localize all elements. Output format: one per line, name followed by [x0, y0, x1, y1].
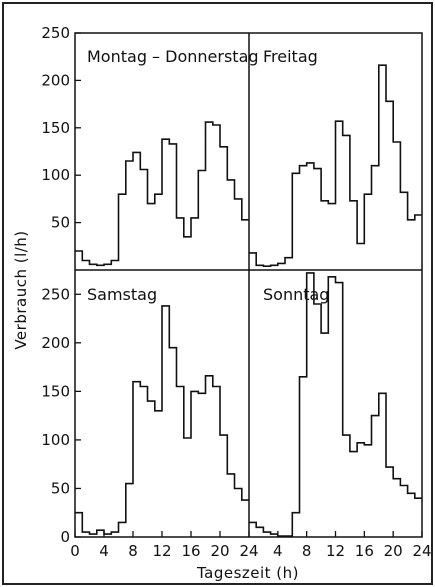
x-tick-label-left: 4 — [99, 542, 109, 560]
y-axis-title: Verbrauch (l/h) — [12, 230, 30, 349]
panel-montag-donnerstag — [75, 121, 249, 267]
y-tick-label-bottom: 100 — [41, 431, 70, 449]
y-tick-label-top: 50 — [51, 214, 70, 232]
panel-freitag — [249, 64, 422, 267]
step-line-freitag — [249, 64, 422, 267]
x-tick-label-right: 8 — [302, 542, 312, 560]
x-tick-label-left: 8 — [128, 542, 138, 560]
x-tick-label-left: 0 — [70, 542, 80, 560]
x-tick-label-right: 12 — [326, 542, 345, 560]
x-tick-label-left: 24 — [239, 542, 258, 560]
panel-title-sonntag: Sonntag — [263, 285, 329, 304]
y-tick-label-bottom: 150 — [41, 382, 70, 400]
panel-title-freitag: Freitag — [263, 47, 318, 66]
panel-samstag — [75, 305, 249, 535]
x-tick-label-right: 4 — [273, 542, 283, 560]
x-tick-label-left: 20 — [210, 542, 229, 560]
y-tick-label-top: 250 — [41, 24, 70, 42]
panel-sonntag — [249, 272, 422, 537]
y-tick-label-top: 100 — [41, 166, 70, 184]
y-tick-label-bottom: 50 — [51, 479, 70, 497]
x-tick-label-left: 16 — [181, 542, 200, 560]
panel-title-samstag: Samstag — [87, 285, 157, 304]
x-tick-label-right: 24 — [412, 542, 431, 560]
x-tick-label-right: 20 — [384, 542, 403, 560]
y-tick-label-bottom: 250 — [41, 285, 70, 303]
panel-title-montag-donnerstag: Montag – Donnerstag — [87, 47, 259, 66]
step-line-sonntag — [249, 272, 422, 537]
x-tick-label-right: 16 — [355, 542, 374, 560]
step-line-samstag — [75, 305, 249, 535]
x-axis-title: Tageszeit (h) — [196, 564, 299, 582]
x-tick-label-left: 12 — [152, 542, 171, 560]
y-tick-label-bottom: 0 — [60, 528, 70, 546]
y-tick-label-bottom: 200 — [41, 334, 70, 352]
axis-ticks: 50 100 150 200 250 0 50 100 150 200 250 0 4 8 12 16 20 24… — [41, 24, 431, 560]
y-tick-label-top: 200 — [41, 71, 70, 89]
y-tick-label-top: 150 — [41, 119, 70, 137]
step-line-montag-donnerstag — [75, 121, 249, 267]
